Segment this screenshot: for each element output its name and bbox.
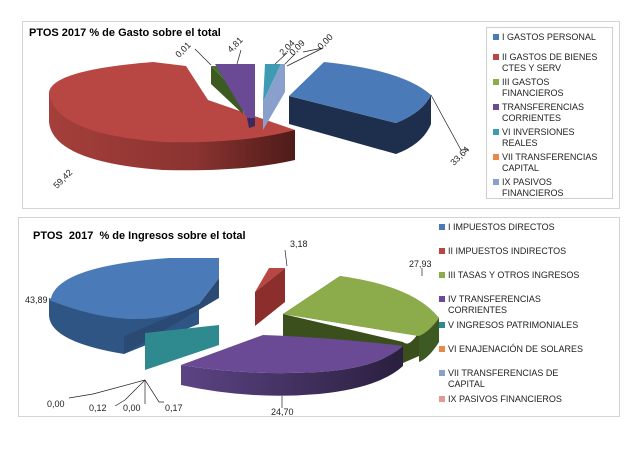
slice-ingresos-indirectos	[255, 268, 285, 326]
label-gastos-financieros: 0,01	[173, 40, 192, 59]
legend-swatch	[493, 154, 499, 160]
slice-gastos-pasivos	[263, 64, 285, 130]
label-ingresos-transf-capital: 0,12	[89, 403, 107, 413]
legend-item: IV TRANSFERENCIAS CORRIENTES	[439, 294, 609, 320]
legend-swatch	[493, 54, 499, 60]
legend-item: III TASAS Y OTROS INGRESOS	[439, 270, 609, 294]
legend-item: I IMPUESTOS DIRECTOS	[439, 222, 609, 246]
label-gastos-transferencias: 4,81	[225, 35, 244, 54]
label-ingresos-solares: 0,00	[123, 403, 141, 413]
gastos-legend: I GASTOS PERSONAL II GASTOS DE BIENES CT…	[486, 27, 613, 199]
slice-gastos-bienes	[49, 62, 295, 171]
legend-swatch	[439, 396, 445, 402]
legend-swatch	[439, 296, 445, 302]
legend-item: VII TRANSFERENCIAS DE CAPITAL	[439, 368, 609, 394]
legend-swatch	[439, 322, 445, 328]
label-gastos-transf-capital: 0,00	[315, 32, 334, 51]
label-ingresos-patrimoniales: 0,17	[165, 403, 183, 413]
legend-swatch	[439, 224, 445, 230]
legend-item: VI ENAJENACIÓN DE SOLARES	[439, 344, 609, 368]
ingresos-chart-title: PTOS 2017 % de Ingresos sobre el total	[33, 230, 246, 242]
legend-swatch	[493, 179, 499, 185]
slice-gastos-transferencias	[215, 64, 255, 128]
legend-swatch	[439, 272, 445, 278]
legend-swatch	[493, 129, 499, 135]
leader-lines	[68, 249, 423, 408]
legend-swatch	[439, 248, 445, 254]
legend-item: II IMPUESTOS INDIRECTOS	[439, 246, 609, 270]
label-ingresos-tasas: 27,93	[409, 259, 432, 269]
ingresos-pie-chart: 3,18 27,93 43,89 24,70 0,00 0,12 0,00 0,…	[25, 239, 439, 416]
legend-swatch	[493, 79, 499, 85]
ingresos-legend: I IMPUESTOS DIRECTOS II IMPUESTOS INDIRE…	[439, 222, 609, 418]
legend-item: III GASTOS FINANCIEROS	[493, 77, 612, 99]
legend-swatch	[493, 34, 499, 40]
ingresos-chart-panel: PTOS 2017 % de Ingresos sobre el total	[18, 217, 620, 417]
gastos-pie-chart: 0,01 4,81 2,04 0,09 0,00 59,42 33,64	[49, 32, 471, 190]
legend-item: IX PASIVOS FINANCIEROS	[493, 177, 612, 199]
slice-ingresos-patrimoniales	[145, 325, 219, 370]
legend-swatch	[439, 370, 445, 376]
legend-swatch	[493, 104, 499, 110]
gastos-chart-title: PTOS 2017 % de Gasto sobre el total	[29, 27, 221, 39]
label-ingresos-directos: 43,89	[25, 295, 48, 305]
legend-item: V INGRESOS PATRIMONIALES	[439, 320, 609, 344]
gastos-chart-panel: PTOS 2017 % de Gasto sobre el total	[22, 21, 620, 209]
legend-item: VII TRANSFERENCIAS CAPITAL	[493, 152, 612, 174]
leader-lines	[194, 47, 469, 151]
label-gastos-bienes: 59,42	[51, 167, 74, 190]
label-ingresos-transferencias: 24,70	[271, 407, 294, 416]
label-ingresos-indirectos: 3,18	[290, 239, 308, 249]
label-gastos-personal: 33,64	[448, 144, 471, 167]
legend-item: I GASTOS PERSONAL	[493, 32, 612, 43]
slice-ingresos-transferencias	[181, 335, 403, 396]
legend-item: IX PASIVOS FINANCIEROS	[439, 394, 609, 418]
label-ingresos-pasivos: 0,00	[47, 399, 65, 409]
slice-gastos-personal	[289, 62, 431, 154]
legend-item: II GASTOS DE BIENES CTES Y SERV	[493, 52, 612, 74]
legend-item: VI INVERSIONES REALES	[493, 127, 612, 149]
legend-item: TRANSFERENCIAS CORRIENTES	[493, 102, 612, 124]
legend-swatch	[439, 346, 445, 352]
